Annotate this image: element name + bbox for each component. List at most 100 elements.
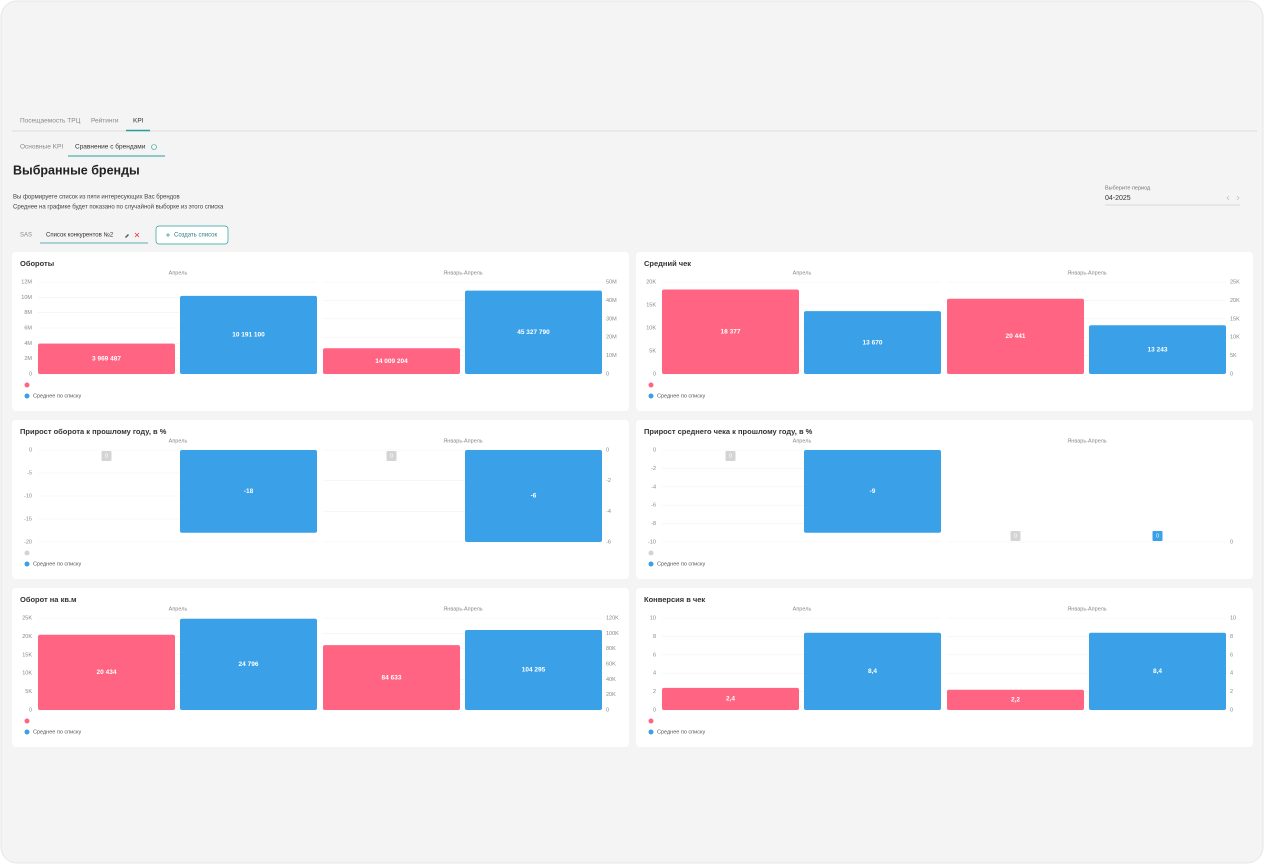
bar bbox=[804, 311, 941, 374]
y-tick-label: -10 bbox=[648, 539, 656, 545]
y2-tick-label: 6 bbox=[1230, 652, 1233, 658]
bar bbox=[1089, 632, 1226, 710]
chart-title: Обороты bbox=[20, 259, 54, 268]
legend-marker bbox=[648, 382, 654, 388]
bar bbox=[465, 450, 602, 542]
tab[interactable]: Посещаемость ТРЦ bbox=[20, 118, 81, 125]
subtab[interactable]: Основные KPI bbox=[20, 144, 63, 151]
zero-bar bbox=[386, 451, 397, 461]
y2-tick-label: 25K bbox=[1230, 279, 1240, 285]
chart-panel bbox=[636, 420, 1253, 579]
list-chip[interactable]: Список конкурентов №2 bbox=[46, 232, 114, 239]
period-value[interactable]: 04-2025 bbox=[1105, 195, 1131, 202]
plus-icon bbox=[166, 233, 170, 237]
y-tick-label: 0 bbox=[653, 707, 656, 713]
y2-tick-label: 10M bbox=[606, 353, 617, 359]
bar-label: 0 bbox=[1156, 533, 1159, 539]
legend-marker bbox=[24, 382, 30, 388]
legend-label: Среднее по списку bbox=[33, 393, 81, 399]
y-tick-label: 5K bbox=[649, 348, 656, 354]
bar-label: 0 bbox=[1014, 533, 1017, 539]
y-tick-label: 6 bbox=[653, 652, 656, 658]
y2-tick-label: 80K bbox=[606, 646, 616, 652]
category-label: Январь-Апрель bbox=[1067, 606, 1106, 612]
close-icon[interactable] bbox=[134, 232, 140, 238]
y2-tick-label: 100K bbox=[606, 631, 619, 637]
bar-label: 104 295 bbox=[522, 667, 546, 674]
category-label: Январь-Апрель bbox=[443, 438, 482, 444]
y-tick-label: 8M bbox=[24, 310, 32, 316]
legend-marker bbox=[648, 561, 654, 567]
tab[interactable]: Рейтинги bbox=[91, 117, 119, 125]
bar bbox=[662, 687, 799, 710]
bar bbox=[38, 634, 175, 710]
y2-tick-label: 0 bbox=[1230, 371, 1233, 377]
y2-tick-label: 20K bbox=[606, 692, 616, 698]
bar bbox=[180, 450, 317, 533]
category-label: Январь-Апрель bbox=[443, 270, 482, 276]
y-tick-label: 2M bbox=[24, 356, 32, 362]
bar bbox=[180, 618, 317, 710]
list-chip[interactable]: SAS bbox=[20, 233, 32, 239]
zero-bar bbox=[1010, 531, 1021, 541]
bar-label: -6 bbox=[531, 493, 537, 500]
y2-tick-label: 0 bbox=[1230, 707, 1233, 713]
bar bbox=[180, 295, 317, 374]
y2-tick-label: 20K bbox=[1230, 298, 1240, 304]
period-arrows[interactable] bbox=[1226, 195, 1240, 201]
category-label: Январь-Апрель bbox=[1067, 270, 1106, 276]
chart-title: Оборот на кв.м bbox=[20, 595, 77, 604]
y-tick-label: 0 bbox=[653, 447, 656, 453]
bar bbox=[38, 343, 175, 374]
bar bbox=[465, 290, 602, 374]
bar-label: 24 796 bbox=[239, 661, 259, 668]
bar bbox=[804, 632, 941, 710]
y-tick-label: 4M bbox=[24, 341, 32, 347]
y-tick-label: 4 bbox=[653, 671, 656, 677]
bar bbox=[662, 289, 799, 374]
y2-tick-label: 40M bbox=[606, 298, 617, 304]
legend-marker bbox=[648, 550, 654, 556]
bar-label: 0 bbox=[105, 453, 108, 459]
category-label: Январь-Апрель bbox=[443, 606, 482, 612]
bar bbox=[1089, 325, 1226, 374]
y2-tick-label: 50M bbox=[606, 279, 617, 285]
legend-label: Среднее по списку bbox=[657, 729, 705, 735]
y-tick-label: 15K bbox=[22, 652, 32, 658]
legend-marker bbox=[648, 729, 654, 735]
y-tick-label: 5K bbox=[25, 689, 32, 695]
info-icon[interactable] bbox=[151, 144, 157, 150]
y2-tick-label: -6 bbox=[606, 539, 611, 545]
category-label: Апрель bbox=[169, 438, 188, 444]
y-tick-label: 10K bbox=[22, 671, 32, 677]
category-label: Апрель bbox=[169, 606, 188, 612]
subtab[interactable]: Сравнение с брендами bbox=[75, 143, 146, 151]
y2-tick-label: 2 bbox=[1230, 689, 1233, 695]
zero-bar bbox=[725, 451, 736, 461]
bar-label: -9 bbox=[870, 488, 876, 495]
bar-label: 2,4 bbox=[726, 696, 735, 703]
y2-tick-label: 0 bbox=[606, 447, 609, 453]
y2-tick-label: 30M bbox=[606, 316, 617, 322]
y2-tick-label: 10 bbox=[1230, 615, 1236, 621]
bar-label: 8,4 bbox=[1153, 668, 1162, 675]
zero-bar bbox=[101, 451, 112, 461]
bar-label: 20 441 bbox=[1006, 333, 1026, 340]
bar bbox=[323, 348, 460, 374]
y-tick-label: -15 bbox=[24, 516, 32, 522]
y-tick-label: 10M bbox=[21, 295, 32, 301]
bar bbox=[323, 645, 460, 710]
bar-label: 2,2 bbox=[1011, 697, 1020, 704]
y2-tick-label: 8 bbox=[1230, 634, 1233, 640]
y-tick-label: -4 bbox=[651, 484, 656, 490]
y-tick-label: 10K bbox=[646, 325, 656, 331]
bar-label: -18 bbox=[244, 488, 254, 495]
create-label[interactable]: Создать список bbox=[174, 233, 217, 239]
y-tick-label: 12M bbox=[21, 279, 32, 285]
edit-icon[interactable] bbox=[125, 234, 129, 238]
create-button[interactable] bbox=[155, 225, 229, 245]
tab[interactable]: KPI bbox=[133, 118, 144, 125]
legend-marker bbox=[648, 393, 654, 399]
chart-title: Средний чек bbox=[644, 259, 691, 268]
